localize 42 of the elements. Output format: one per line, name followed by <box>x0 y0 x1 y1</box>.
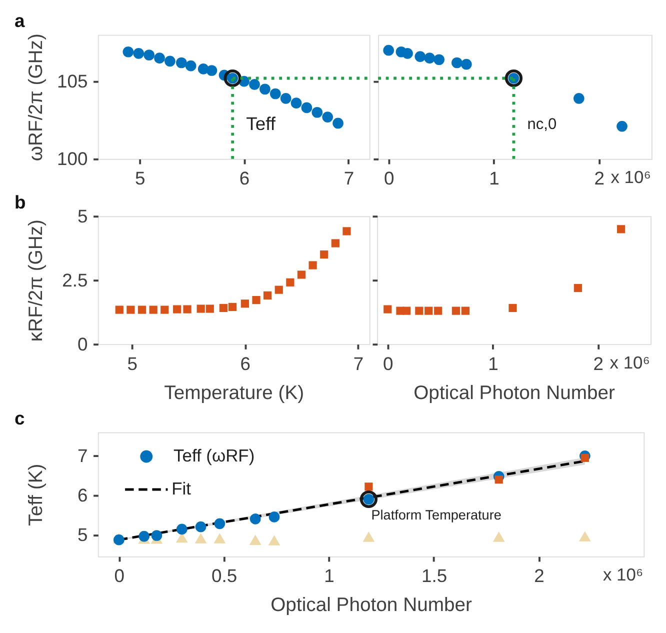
x-tick-label: 0 <box>114 565 125 586</box>
x-tick-label: 5 <box>135 168 146 189</box>
x-tick-label: 1 <box>488 352 498 374</box>
text: x 10⁶ <box>610 167 651 188</box>
x-tick-label: 0.5 <box>212 565 238 586</box>
y-tick-label: 2.5 <box>62 269 88 290</box>
y-tick-label: 105 <box>57 70 88 92</box>
annotation: Platform Temperature <box>371 508 502 523</box>
y-axis-title: κRF/2π (GHz) <box>25 220 48 342</box>
chart-title: a <box>14 10 26 32</box>
annotation: Teff <box>246 112 276 134</box>
annotation: nc,0 <box>527 116 557 133</box>
x-tick-label: 1 <box>324 565 334 586</box>
x-tick-label: 6 <box>239 168 250 189</box>
text: x 10⁶ <box>602 564 644 585</box>
x-tick-label: 1 <box>489 168 500 189</box>
chart-title: b <box>14 191 26 212</box>
x-tick-label: 7 <box>353 352 364 374</box>
x-axis-title: Optical Photon Number <box>414 382 616 404</box>
y-tick-label: 100 <box>57 148 88 170</box>
x-tick-label: 5 <box>127 352 138 374</box>
x-tick-label: 6 <box>240 352 251 374</box>
y-tick-label: 7 <box>77 445 88 466</box>
x-tick-label: 2 <box>594 168 604 189</box>
x-tick-label: 2 <box>593 352 604 374</box>
y-axis-title: Teff (K) <box>25 464 48 526</box>
x-tick-label: 7 <box>344 168 354 189</box>
legend-label: Fit <box>172 478 192 498</box>
y-tick-label: 0 <box>77 333 88 354</box>
x-axis-title: Optical Photon Number <box>270 594 473 616</box>
x-axis-title: Temperature (K) <box>164 382 304 404</box>
legend-label: Teff (ωRF) <box>174 445 255 466</box>
y-tick-label: 6 <box>77 484 88 506</box>
y-tick-label: 5 <box>77 205 88 226</box>
y-tick-label: 5 <box>77 524 88 546</box>
x-tick-label: 1.5 <box>421 565 448 586</box>
y-axis-title: ωRF/2π (GHz) <box>25 34 48 162</box>
x-tick-label: 2 <box>534 565 544 586</box>
chart-title: c <box>14 408 25 429</box>
x-tick-label: 0 <box>384 168 394 189</box>
text: x 10⁶ <box>610 352 650 372</box>
x-tick-label: 0 <box>382 352 394 374</box>
